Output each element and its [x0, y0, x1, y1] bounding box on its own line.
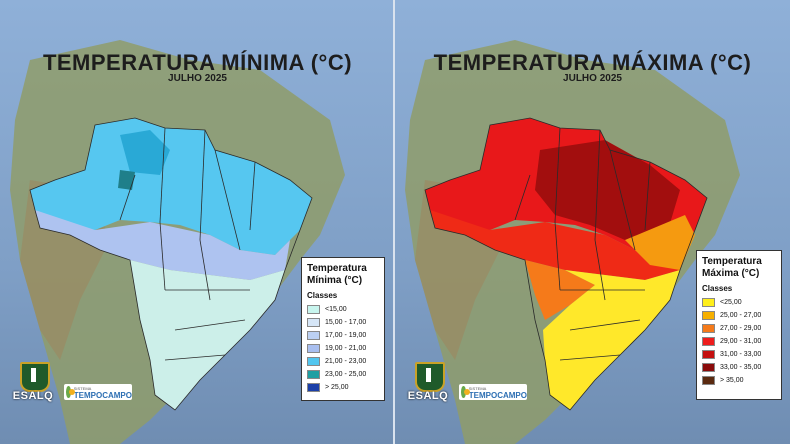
legend-swatch — [307, 318, 320, 327]
max-temperature-map — [405, 40, 740, 444]
legend-label: > 35,00 — [720, 377, 744, 384]
legend-swatch — [307, 344, 320, 353]
legend-row: 19,00 - 21,00 — [307, 342, 379, 355]
region-central — [35, 210, 290, 280]
legend-row: 31,00 - 33,00 — [702, 348, 776, 361]
tempocampo-small-text: SISTEMA — [73, 386, 92, 391]
state-borders — [424, 117, 708, 411]
legend-label: <15,00 — [325, 306, 347, 313]
legend-title: Temperatura Mínima (°C) — [307, 263, 367, 286]
region-north-warm — [120, 130, 170, 175]
region-east-orange — [625, 215, 695, 270]
esalq-logo-text: ESALQ — [12, 390, 54, 402]
esalq-logo-text: ESALQ — [407, 390, 449, 402]
legend-classes-label: Classes — [702, 284, 733, 293]
min-temperature-map — [10, 40, 345, 444]
legend-row: > 25,00 — [307, 381, 379, 394]
esalq-logo: ESALQ — [407, 362, 449, 402]
state-borders — [29, 117, 313, 411]
legend-swatch — [702, 337, 715, 346]
tempocampo-sun-icon — [66, 386, 75, 398]
legend-row: 33,00 - 35,00 — [702, 361, 776, 374]
legend-swatch — [702, 376, 715, 385]
region-central — [430, 210, 695, 280]
legend-row: <15,00 — [307, 303, 379, 316]
legend-label: <25,00 — [720, 299, 742, 306]
legend-title: Temperatura Máxima (°C) — [702, 256, 762, 279]
legend-row: 23,00 - 25,00 — [307, 368, 379, 381]
legend-swatch — [702, 324, 715, 333]
legend-label: 21,00 - 23,00 — [325, 358, 367, 365]
legend-swatch — [307, 357, 320, 366]
max-legend: Temperatura Máxima (°C) Classes <25,00 2… — [696, 250, 782, 400]
legend-row: 21,00 - 23,00 — [307, 355, 379, 368]
legend-swatch — [307, 305, 320, 314]
legend-row: 27,00 - 29,00 — [702, 322, 776, 335]
map-title: TEMPERATURA MÍNIMA (°C) — [42, 50, 353, 75]
legend-row: 17,00 - 19,00 — [307, 329, 379, 342]
tempocampo-text: TEMPOCAMPO — [468, 391, 527, 400]
legend-swatch — [702, 363, 715, 372]
min-temperature-panel: TEMPERATURA MÍNIMA (°C) JULHO 2025 Tempe… — [0, 0, 395, 444]
legend-swatch — [702, 311, 715, 320]
tempocampo-sun-icon — [461, 386, 470, 398]
tempocampo-logo: SISTEMA TEMPOCAMPO — [64, 384, 132, 400]
legend-label: 31,00 - 33,00 — [720, 351, 762, 358]
region-south — [130, 260, 285, 410]
legend-swatch — [307, 370, 320, 379]
map-title: TEMPERATURA MÁXIMA (°C) — [433, 50, 752, 75]
legend-classes-label: Classes — [307, 291, 338, 300]
legend-label: 15,00 - 17,00 — [325, 319, 367, 326]
region-north — [30, 118, 312, 255]
max-temperature-panel: TEMPERATURA MÁXIMA (°C) JULHO 2025 Tempe… — [395, 0, 790, 444]
legend-row: 25,00 - 27,00 — [702, 309, 776, 322]
legend-row: 15,00 - 17,00 — [307, 316, 379, 329]
esalq-shield-icon — [415, 362, 445, 392]
esalq-shield-icon — [20, 362, 50, 392]
legend-label: 17,00 - 19,00 — [325, 332, 367, 339]
esalq-logo: ESALQ — [12, 362, 54, 402]
legend-swatch — [702, 350, 715, 359]
tempocampo-logo: SISTEMA TEMPOCAMPO — [459, 384, 527, 400]
legend-label: 29,00 - 31,00 — [720, 338, 762, 345]
legend-label: 27,00 - 29,00 — [720, 325, 762, 332]
legend-row: > 35,00 — [702, 374, 776, 387]
legend-swatch — [307, 331, 320, 340]
tempocampo-small-text: SISTEMA — [468, 386, 487, 391]
legend-label: 33,00 - 35,00 — [720, 364, 762, 371]
map-subtitle: JULHO 2025 — [563, 73, 622, 84]
legend-label: 25,00 - 27,00 — [720, 312, 762, 319]
region-south — [543, 270, 680, 410]
tempocampo-text: TEMPOCAMPO — [73, 391, 132, 400]
min-legend: Temperatura Mínima (°C) Classes <15,00 1… — [301, 257, 385, 401]
legend-label: > 25,00 — [325, 384, 349, 391]
region-hottest — [535, 140, 680, 240]
legend-row: 29,00 - 31,00 — [702, 335, 776, 348]
legend-label: 23,00 - 25,00 — [325, 371, 367, 378]
legend-label: 19,00 - 21,00 — [325, 345, 367, 352]
region-hot-spot — [118, 170, 135, 190]
legend-swatch — [307, 383, 320, 392]
legend-swatch — [702, 298, 715, 307]
map-subtitle: JULHO 2025 — [168, 73, 227, 84]
legend-row: <25,00 — [702, 296, 776, 309]
